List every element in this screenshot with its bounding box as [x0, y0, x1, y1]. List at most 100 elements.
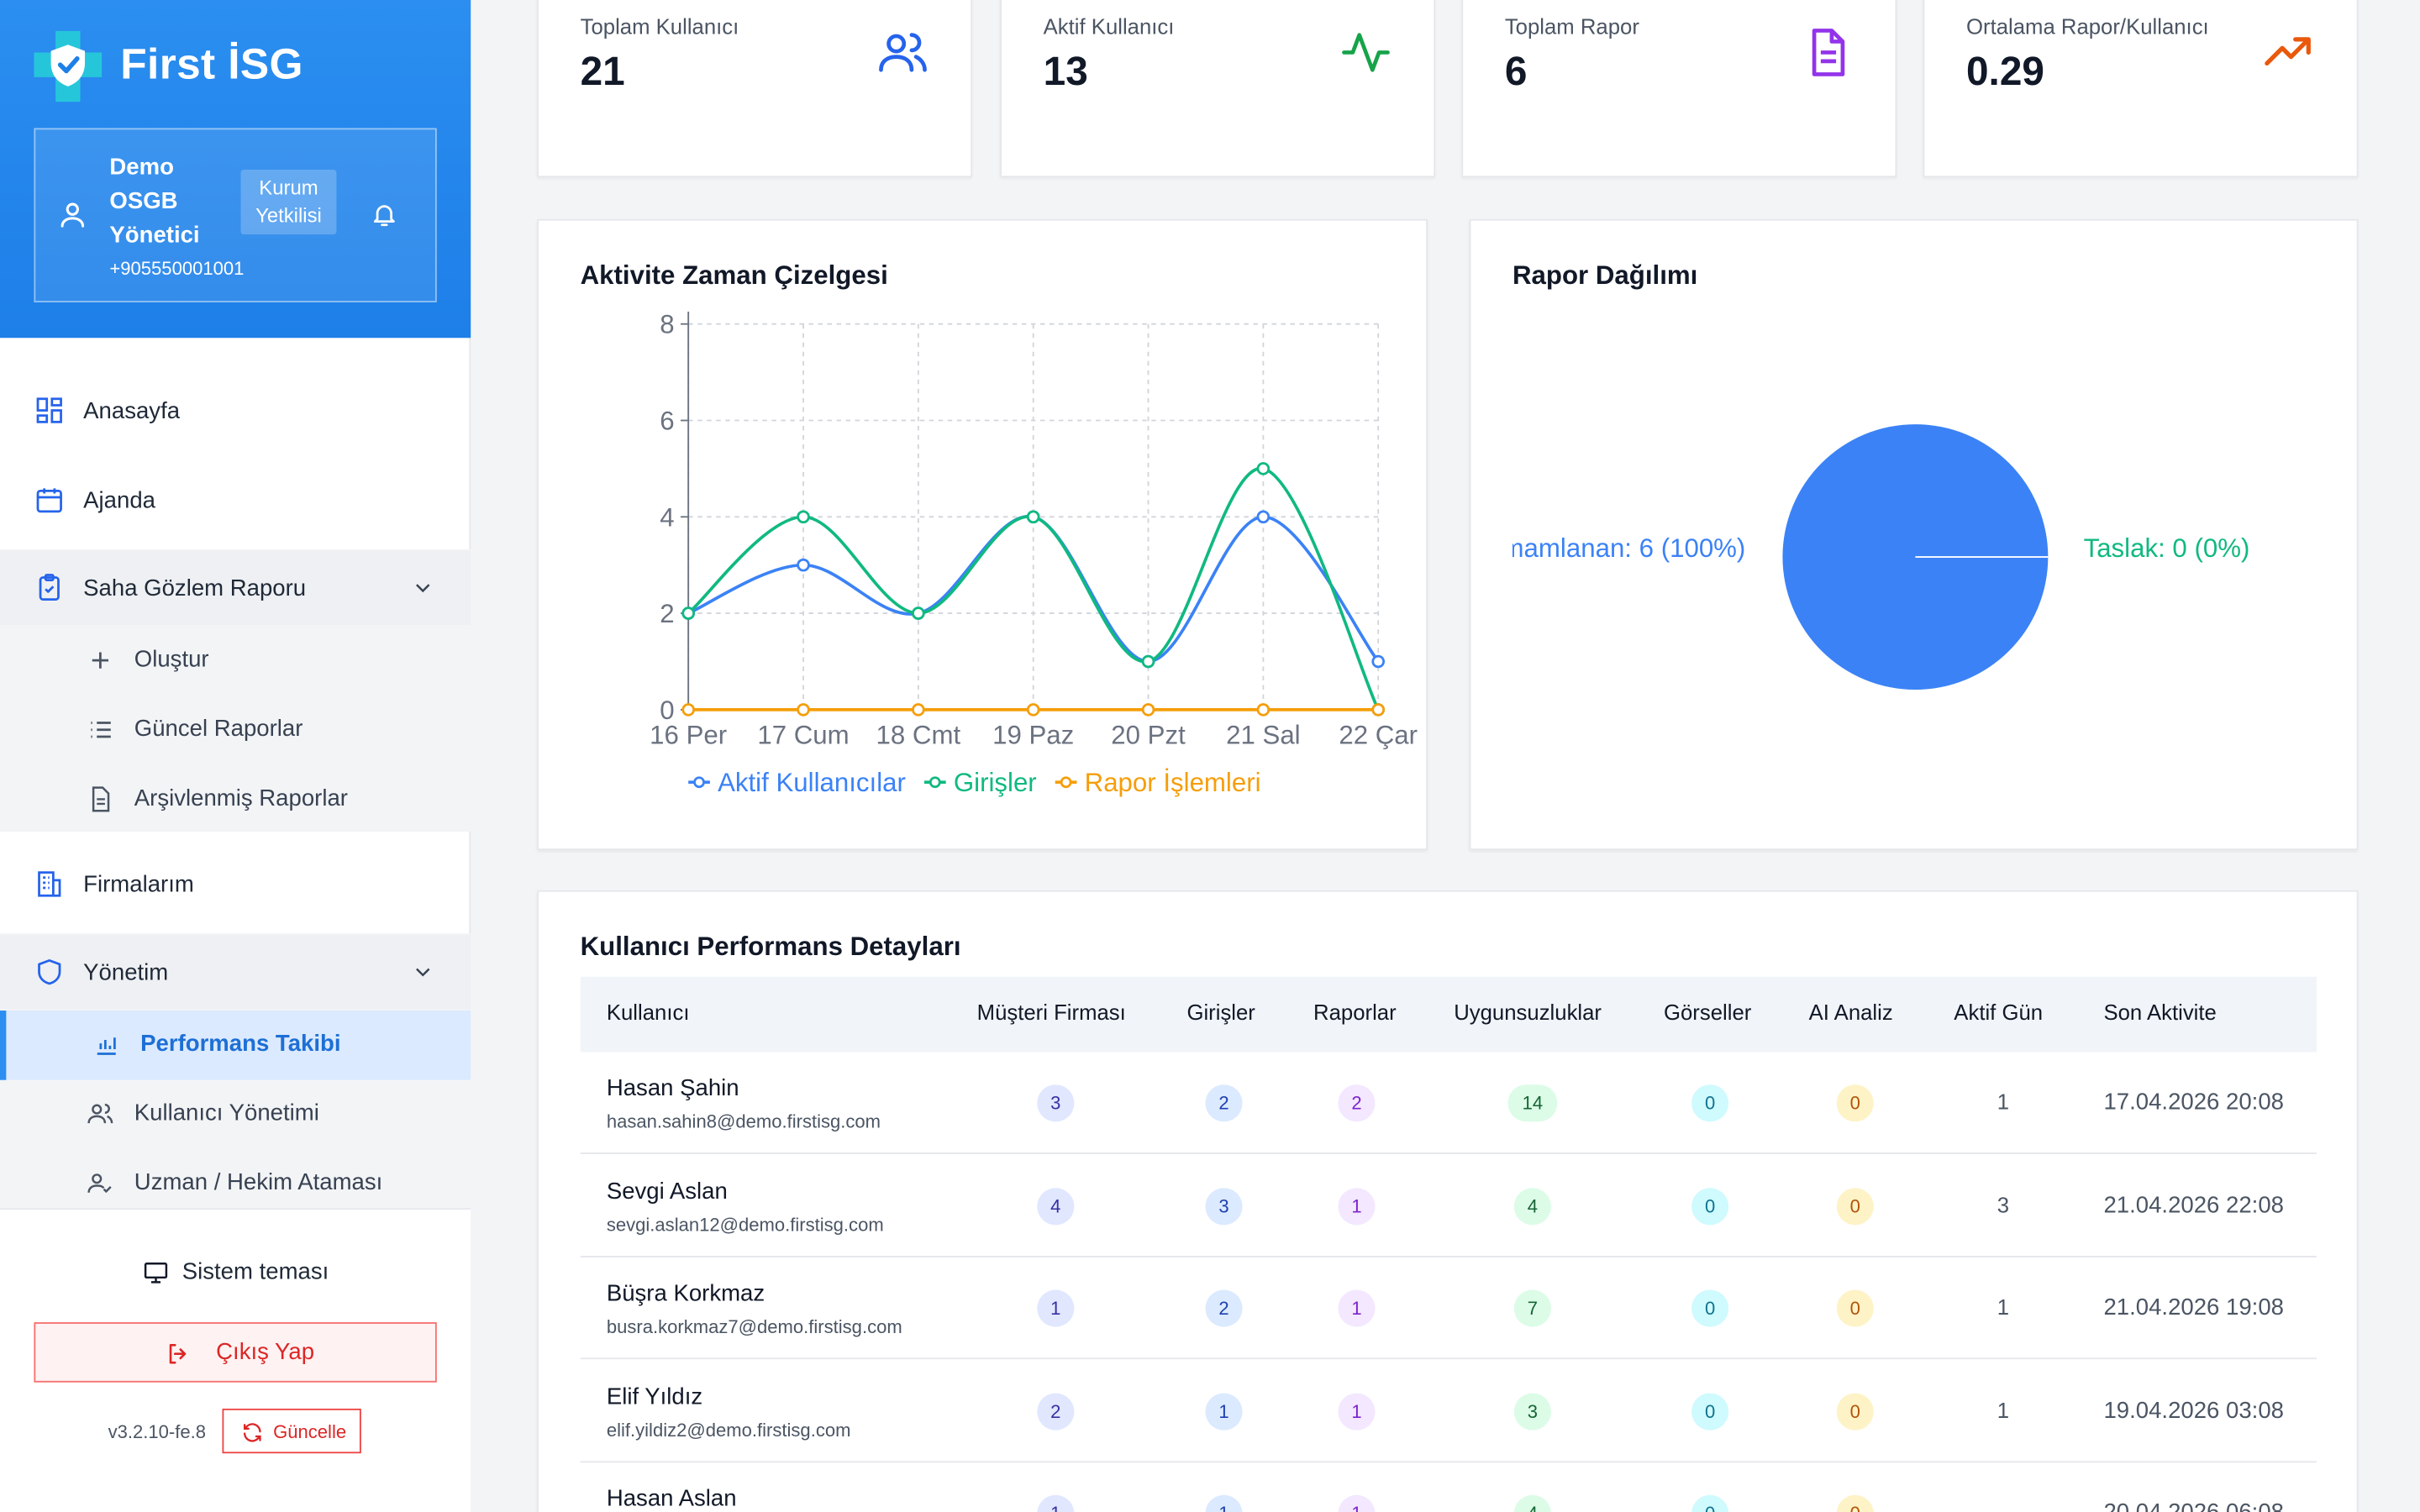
- nav-item-field-report[interactable]: Saha Gözlem Raporu: [0, 550, 471, 625]
- sub-item-assignment[interactable]: Uzman / Hekim Ataması: [0, 1149, 471, 1219]
- activity-chart-card: Aktivite Zaman Çizelgesi 0 2 4 6 8 16 Per 17 C…: [537, 218, 1428, 851]
- bell-icon[interactable]: [371, 201, 398, 228]
- data-point: [1141, 654, 1155, 669]
- nav-item-agenda[interactable]: Ajanda: [0, 463, 471, 537]
- legend-marker: [929, 776, 941, 789]
- column-header[interactable]: Uygunsuzluklar: [1454, 1000, 1602, 1025]
- logout-button[interactable]: Çıkış Yap: [34, 1322, 437, 1383]
- pie-label: Tamamlanan: 6 (100%): [1475, 533, 1746, 563]
- data-point: [1026, 510, 1040, 524]
- column-header[interactable]: Son Aktivite: [2103, 1000, 2217, 1025]
- firms-count-badge: 2: [1037, 1392, 1075, 1430]
- legend-label: Girişler: [954, 768, 1037, 797]
- sub-item-create[interactable]: Oluştur: [0, 627, 471, 696]
- report-distribution-card: Rapor Dağılımı Tamamlanan: 6 (100%) Tasla…: [1469, 218, 2359, 851]
- firms-count-badge: 1: [1037, 1494, 1075, 1512]
- document-icon: [92, 786, 110, 812]
- building-icon: [38, 871, 61, 897]
- nav-label: Yönetim: [83, 958, 169, 985]
- nav-label: Ajanda: [83, 486, 155, 513]
- trending-up-icon: [2265, 37, 2311, 66]
- ai-count-badge: 0: [1836, 1392, 1874, 1430]
- logins-count-badge: 1: [1205, 1392, 1243, 1430]
- role-badge: Kurum Yetkilisi: [240, 170, 337, 235]
- issues-count-badge: 7: [1513, 1289, 1551, 1327]
- main-content: Toplam Kullanıcı 21 Aktif Kullanıcı 13 T…: [471, 0, 2420, 1512]
- stat-label: Aktif Kullanıcı: [1043, 13, 1175, 39]
- issues-count-badge: 14: [1507, 1084, 1558, 1122]
- user-name: Demo OSGB Yönetici: [109, 154, 200, 249]
- ai-count-badge: 0: [1836, 1084, 1874, 1122]
- user-check-icon: [87, 1173, 112, 1194]
- update-label: Güncelle: [273, 1420, 347, 1443]
- y-tick-label: 6: [660, 407, 674, 436]
- column-header[interactable]: Müşteri Firması: [976, 1000, 1126, 1025]
- y-tick-label: 8: [660, 310, 674, 339]
- nav-item-home[interactable]: Anasayfa: [0, 373, 471, 447]
- activity-icon: [1342, 33, 1390, 72]
- user-email-cell: elif.yildiz2@demo.firstisg.com: [606, 1418, 851, 1441]
- plus-icon: [92, 652, 109, 669]
- table-header: Kullanıcı Müşteri Firması Girişler Rapor…: [580, 976, 2317, 1053]
- nav-item-admin[interactable]: Yönetim: [0, 935, 471, 1010]
- active-days-cell: 1: [1996, 1089, 2010, 1115]
- distribution-title: Rapor Dağılımı: [1512, 260, 1698, 291]
- column-header[interactable]: Girişler: [1186, 1000, 1255, 1025]
- table-row: Elif Yıldız elif.yildiz2@demo.firstisg.co…: [580, 1360, 2317, 1462]
- nav-item-companies[interactable]: Firmalarım: [0, 847, 471, 921]
- images-count-badge: 0: [1691, 1392, 1729, 1430]
- stat-value: 6: [1504, 47, 1528, 95]
- sub-item-current-reports[interactable]: Güncel Raporlar: [0, 696, 471, 765]
- stat-card-total-users: Toplam Kullanıcı 21: [537, 0, 973, 178]
- stat-label: Toplam Kullanıcı: [580, 13, 739, 39]
- column-header[interactable]: Raporlar: [1313, 1000, 1397, 1025]
- nav-label: Firmalarım: [83, 870, 194, 898]
- theme-label: Sistem teması: [182, 1258, 329, 1286]
- stat-label: Ortalama Rapor/Kullanıcı: [1966, 13, 2209, 39]
- file-text-icon: [1812, 29, 1845, 76]
- firms-count-badge: 3: [1037, 1084, 1075, 1122]
- refresh-icon: [243, 1423, 261, 1442]
- sidebar-footer: Sistem teması Çıkış Yap v3.2.10-fe.8 Gün…: [0, 1208, 471, 1512]
- firms-count-badge: 1: [1037, 1289, 1075, 1327]
- stat-value: 0.29: [1966, 47, 2044, 95]
- table-row: Büşra Korkmaz busra.korkmaz7@demo.firstis…: [580, 1257, 2317, 1360]
- column-header[interactable]: Kullanıcı: [606, 1000, 690, 1025]
- sub-item-label: Performans Takibi: [140, 1030, 341, 1058]
- sub-item-user-management[interactable]: Kullanıcı Yönetimi: [0, 1080, 471, 1150]
- sub-item-archived-reports[interactable]: Arşivlenmiş Raporlar: [0, 765, 471, 835]
- column-header[interactable]: Aktif Gün: [1954, 1000, 2044, 1025]
- stat-card-average: Ortalama Rapor/Kullanıcı 0.29: [1923, 0, 2359, 178]
- theme-button[interactable]: Sistem teması: [0, 1247, 471, 1293]
- active-days-cell: 1: [1996, 1294, 2010, 1320]
- column-header[interactable]: Görseller: [1664, 1000, 1752, 1025]
- last-activity-cell: 21.04.2026 19:08: [2103, 1294, 2284, 1321]
- data-point: [797, 558, 810, 572]
- nav-label: Saha Gözlem Raporu: [83, 575, 307, 601]
- ai-count-badge: 0: [1836, 1187, 1874, 1225]
- reports-count-badge: 1: [1338, 1494, 1376, 1512]
- performance-title: Kullanıcı Performans Detayları: [580, 932, 961, 962]
- sub-item-label: Arşivlenmiş Raporlar: [134, 785, 348, 812]
- user-name-cell: Elif Yıldız: [606, 1383, 703, 1410]
- data-point: [681, 606, 695, 620]
- sub-item-performance[interactable]: Performans Takibi: [0, 1011, 471, 1080]
- logo-icon: [34, 30, 103, 102]
- legend-marker: [1060, 776, 1072, 789]
- activity-chart-title: Aktivite Zaman Çizelgesi: [580, 260, 888, 291]
- user-card: Demo OSGB Yönetici Kurum Yetkilisi +9055…: [34, 128, 437, 303]
- stat-value: 21: [580, 47, 625, 95]
- x-tick-label: 18 Cmt: [876, 720, 961, 749]
- chevron-down-icon: [416, 968, 430, 977]
- last-activity-cell: 20.04.2026 06:08: [2103, 1499, 2283, 1512]
- logins-count-badge: 2: [1205, 1084, 1243, 1122]
- data-point: [1141, 703, 1155, 717]
- update-button[interactable]: Güncelle: [222, 1408, 361, 1454]
- activity-line-chart: 0 2 4 6 8 16 Per 17 Cum 18 Cmt 19 Paz 20 Pzt 21 Sa…: [650, 310, 1418, 798]
- column-header[interactable]: AI Analiz: [1808, 1000, 1893, 1025]
- brand-header: First İSG Demo OSGB Yönetici Kurum Yetki…: [0, 0, 471, 339]
- user-phone: +905550001001: [109, 257, 245, 280]
- sub-item-label: Güncel Raporlar: [134, 716, 303, 743]
- stat-value: 13: [1043, 47, 1088, 95]
- series-line: [687, 467, 1380, 711]
